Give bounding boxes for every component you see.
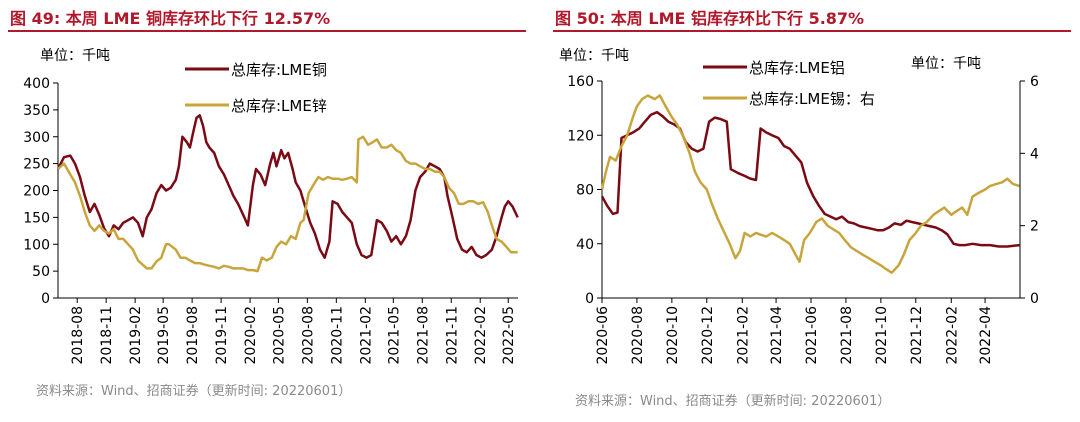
x-tick-label: 2018-08 [70,306,86,365]
x-tick-label: 2019-08 [185,306,201,365]
y-tick-label: 150 [23,210,50,226]
unit-label: 单位：千吨 [40,48,110,64]
x-tick-label: 2022-05 [501,306,517,365]
y2-tick-label: 0 [1030,291,1039,307]
series-line [57,135,518,273]
x-tick-label: 2020-12 [700,306,716,365]
y-tick-label: 120 [567,128,594,144]
series-line [56,114,519,259]
chart-panel-left: 图 49: 本周 LME 铜库存环比下行 12.57% 单位：千吨 0 50 100 1… [0,0,535,422]
legend-label: 总库存:LME铜 [231,61,327,79]
x-tick-label: 2022-02 [944,306,960,365]
x-tick-label: 2021-08 [415,306,431,365]
y-tick-label: 0 [41,291,50,307]
y-tick-label: 160 [567,74,594,90]
chart-title: 图 49: 本周 LME 铜库存环比下行 12.57% [10,9,331,28]
x-tick-label: 2021-11 [444,306,460,365]
x-tick-label: 2021-05 [386,306,402,365]
y-tick-label: 100 [23,237,50,253]
x-tick-label: 2020-05 [271,306,287,365]
x-tick-label: 2020-02 [243,306,259,365]
y-tick-label: 200 [23,184,50,200]
x-tick-label: 2019-11 [214,306,230,365]
unit-label-right: 单位：千吨 [911,56,981,72]
y2-tick-label: 4 [1030,146,1039,162]
y-tick-label: 350 [23,103,50,119]
x-tick-label: 2020-08 [630,306,646,365]
source-note: 资料来源：Wind、招商证券（更新时间: 20220601） [36,384,352,399]
chart-title: 图 50: 本周 LME 铝库存环比下行 5.87% [555,9,865,28]
y-tick-label: 400 [23,76,50,92]
series-line [600,94,1020,274]
x-tick-label: 2019-02 [128,306,144,365]
x-tick-label: 2021-06 [804,306,820,365]
x-tick-label: 2021-04 [769,306,785,365]
source-note: 资料来源：Wind、招商证券（更新时间: 20220601） [575,394,891,409]
series-line [600,110,1020,248]
legend-label: 总库存:LME铝 [749,59,845,77]
chart-panel-right: 图 50: 本周 LME 铝库存环比下行 5.87% 单位：千吨 单位：千吨 0 40… [545,0,1080,422]
y-tick-label: 300 [23,130,50,146]
y-tick-label: 80 [576,183,594,199]
x-tick-label: 2020-06 [595,306,611,365]
y2-tick-label: 2 [1030,219,1039,235]
y2-tick-label: 6 [1030,74,1039,90]
x-tick-label: 2021-10 [874,306,890,365]
legend-label: 总库存:LME锡：右 [749,90,875,108]
x-tick-label: 2022-02 [473,306,489,365]
title-divider [8,30,526,32]
legend-label: 总库存:LME锌 [231,97,327,115]
title-divider [553,30,1071,32]
x-tick-label: 2020-10 [665,306,681,365]
y-tick-label: 0 [585,291,594,307]
unit-label-left: 单位：千吨 [559,48,629,64]
x-tick-label: 2022-04 [978,306,994,365]
x-tick-label: 2020-08 [300,306,316,365]
x-tick-label: 2019-05 [156,306,172,365]
x-tick-label: 2021-12 [909,306,925,365]
x-tick-label: 2018-11 [99,306,115,365]
x-tick-label: 2021-02 [358,306,374,365]
y-tick-label: 50 [32,264,50,280]
y-tick-label: 40 [576,237,594,253]
x-tick-label: 2020-11 [329,306,345,365]
y-tick-label: 250 [23,157,50,173]
x-tick-label: 2021-08 [839,306,855,365]
chart-svg-left: 单位：千吨 0 50 100 150 200 250 300 350 400 2018-08 2018… [23,48,519,365]
x-tick-label: 2021-02 [735,306,751,365]
